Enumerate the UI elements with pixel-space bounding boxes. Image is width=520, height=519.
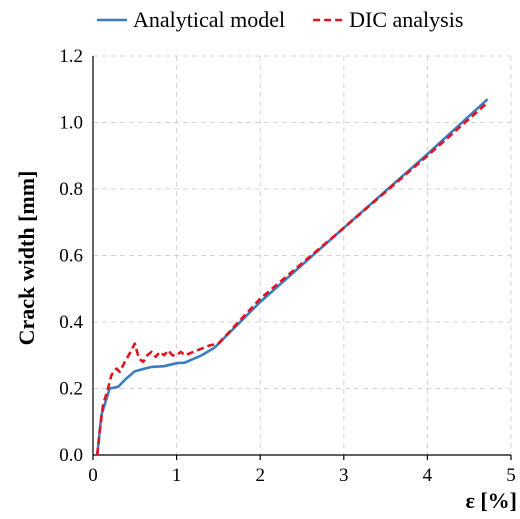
y-tick-label: 0.8 — [59, 179, 83, 200]
y-tick-label: 0.2 — [59, 379, 83, 400]
x-tick-label: 3 — [339, 465, 349, 486]
x-tick-label: 1 — [172, 465, 182, 486]
x-tick-label: 5 — [506, 465, 516, 486]
series-line-dic-analysis — [95, 101, 489, 456]
legend-label-analytical-model: Analytical model — [133, 7, 285, 32]
y-tick-label: 0.6 — [59, 246, 83, 267]
legend-label-dic-analysis: DIC analysis — [349, 7, 463, 32]
legend-layer: Analytical model DIC analysis — [97, 7, 463, 32]
y-tick-label: 0.0 — [59, 445, 83, 466]
series-line-analytical-model — [95, 98, 489, 456]
y-tick-label: 0.4 — [59, 312, 83, 333]
x-tick-label: 0 — [88, 465, 98, 486]
y-tick-label: 1.2 — [59, 46, 83, 67]
x-axis-title: ε [%] — [465, 488, 517, 513]
y-axis-title: Crack width [mm] — [14, 171, 39, 346]
axes-layer: 0.0 0.2 0.4 0.6 0.8 1.0 1.2 0 1 2 3 4 5 — [59, 46, 516, 486]
series-layer — [95, 98, 489, 456]
y-tick-label: 1.0 — [59, 113, 83, 134]
grid-layer — [93, 55, 512, 455]
x-tick-label: 4 — [423, 465, 433, 486]
x-tick-label: 2 — [255, 465, 265, 486]
